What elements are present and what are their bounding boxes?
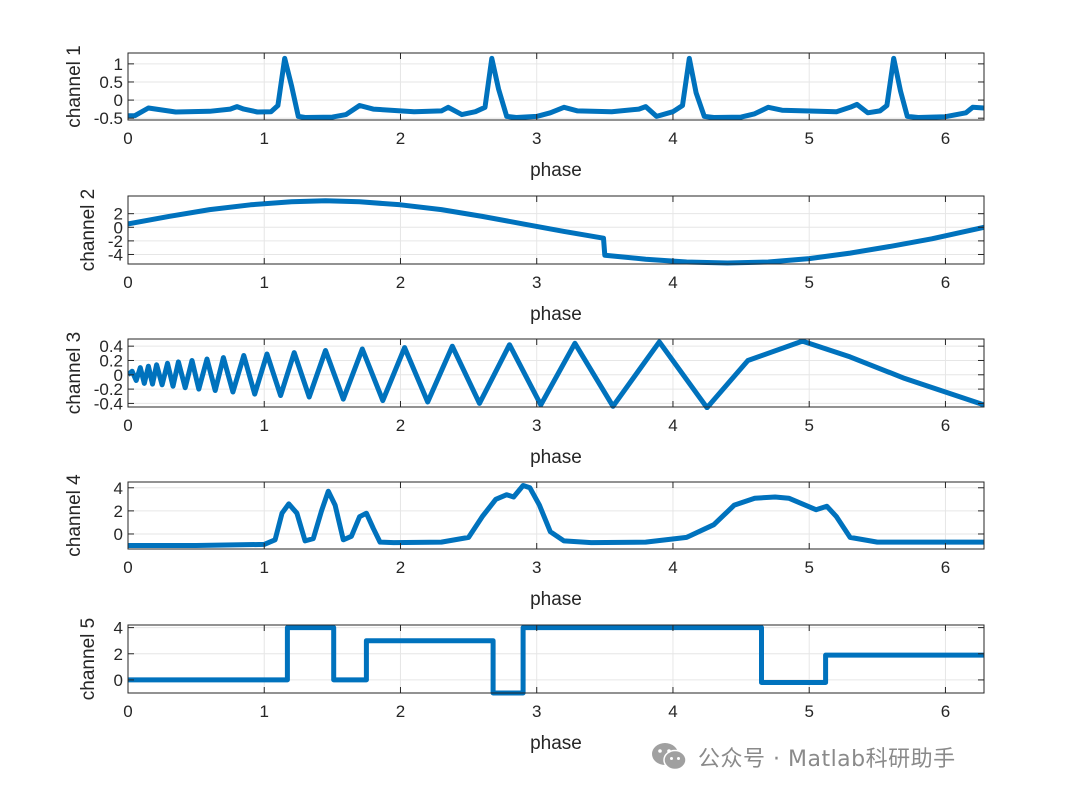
- x-tick-label: 0: [123, 129, 132, 148]
- x-tick-label: 0: [123, 702, 132, 721]
- y-axis-label: channel 4: [64, 474, 85, 557]
- y-tick-label: 0: [114, 91, 123, 110]
- x-tick-label: 2: [396, 416, 405, 435]
- y-tick-label: 0.2: [99, 351, 123, 370]
- axes-box: [127, 481, 985, 550]
- series-line-channel-2: [128, 198, 984, 266]
- y-tick-label: 0.4: [99, 337, 123, 356]
- watermark-text: 公众号 · Matlab科研助手: [698, 747, 956, 772]
- x-tick-label: 5: [804, 416, 813, 435]
- x-tick-label: 1: [260, 416, 269, 435]
- panel-channel-4: 0 1 2 3 4 5 6 0 2 4 phase channel 4: [64, 474, 985, 610]
- y-tick-label: 0: [114, 218, 123, 237]
- x-tick-label: 6: [941, 273, 950, 292]
- watermark: 公众号 · Matlab科研助手: [650, 740, 956, 774]
- y-tick-label: 0: [114, 366, 123, 385]
- x-tick-label: 5: [804, 129, 813, 148]
- y-tick-label: -0.5: [94, 109, 123, 128]
- y-tick-label: -2: [108, 232, 123, 251]
- x-axis-label: phase: [530, 733, 582, 754]
- x-tick-label: 3: [532, 558, 541, 577]
- x-tick-label: 2: [396, 129, 405, 148]
- x-tick-label: 6: [941, 129, 950, 148]
- x-tick-label: 0: [123, 273, 132, 292]
- x-tick-label: 2: [396, 273, 405, 292]
- x-tick-label: 6: [941, 558, 950, 577]
- x-tick-label: 1: [260, 702, 269, 721]
- x-tick-label: 5: [804, 273, 813, 292]
- series-line-channel-4: [128, 483, 984, 548]
- axes-box: [127, 624, 985, 694]
- y-tick-label: 2: [114, 205, 123, 224]
- x-tick-label: 4: [668, 416, 677, 435]
- x-tick-label: 0: [123, 558, 132, 577]
- y-tick-label: 0: [114, 525, 123, 544]
- y-tick-label: -4: [108, 245, 123, 264]
- x-tick-label: 3: [532, 416, 541, 435]
- x-axis-label: phase: [530, 304, 582, 325]
- y-axis-label: channel 1: [64, 45, 85, 127]
- x-tick-label: 4: [668, 558, 677, 577]
- y-tick-label: -0.2: [94, 380, 123, 399]
- y-tick-label: 2: [114, 502, 123, 521]
- x-tick-label: 3: [532, 129, 541, 148]
- x-tick-label: 6: [941, 702, 950, 721]
- y-tick-label: 0: [114, 671, 123, 690]
- axes-box: [127, 195, 985, 265]
- x-tick-label: 3: [532, 273, 541, 292]
- x-tick-label: 6: [941, 416, 950, 435]
- x-tick-label: 1: [260, 129, 269, 148]
- y-axis-label: channel 5: [78, 618, 99, 700]
- x-tick-label: 4: [668, 702, 677, 721]
- x-axis-label: phase: [530, 447, 582, 468]
- x-tick-label: 4: [668, 129, 677, 148]
- panel-channel-5: 0 1 2 3 4 5 6 0 2 4 phase channel 5: [78, 618, 985, 754]
- series-line-channel-5: [128, 625, 984, 696]
- axes-box: [127, 52, 985, 121]
- x-tick-label: 4: [668, 273, 677, 292]
- y-axis-label: channel 2: [78, 189, 99, 271]
- y-axis-label: channel 3: [64, 332, 85, 414]
- x-tick-label: 1: [260, 558, 269, 577]
- x-axis-label: phase: [530, 589, 582, 610]
- series-line-channel-3: [128, 338, 984, 410]
- y-tick-label: -0.4: [94, 394, 123, 413]
- y-tick-label: 1: [114, 55, 123, 74]
- y-tick-label: 4: [114, 479, 123, 498]
- x-tick-label: 1: [260, 273, 269, 292]
- x-tick-label: 3: [532, 702, 541, 721]
- axes-box: [127, 338, 985, 408]
- series-line-channel-1: [128, 55, 984, 120]
- y-tick-label: 0.5: [99, 73, 123, 92]
- x-tick-label: 5: [804, 558, 813, 577]
- x-tick-label: 2: [396, 558, 405, 577]
- y-tick-label: 4: [114, 619, 123, 638]
- x-tick-label: 2: [396, 702, 405, 721]
- wechat-icon: [652, 743, 687, 771]
- x-axis-label: phase: [530, 160, 582, 181]
- y-tick-label: 2: [114, 645, 123, 664]
- x-tick-label: 5: [804, 702, 813, 721]
- x-tick-label: 0: [123, 416, 132, 435]
